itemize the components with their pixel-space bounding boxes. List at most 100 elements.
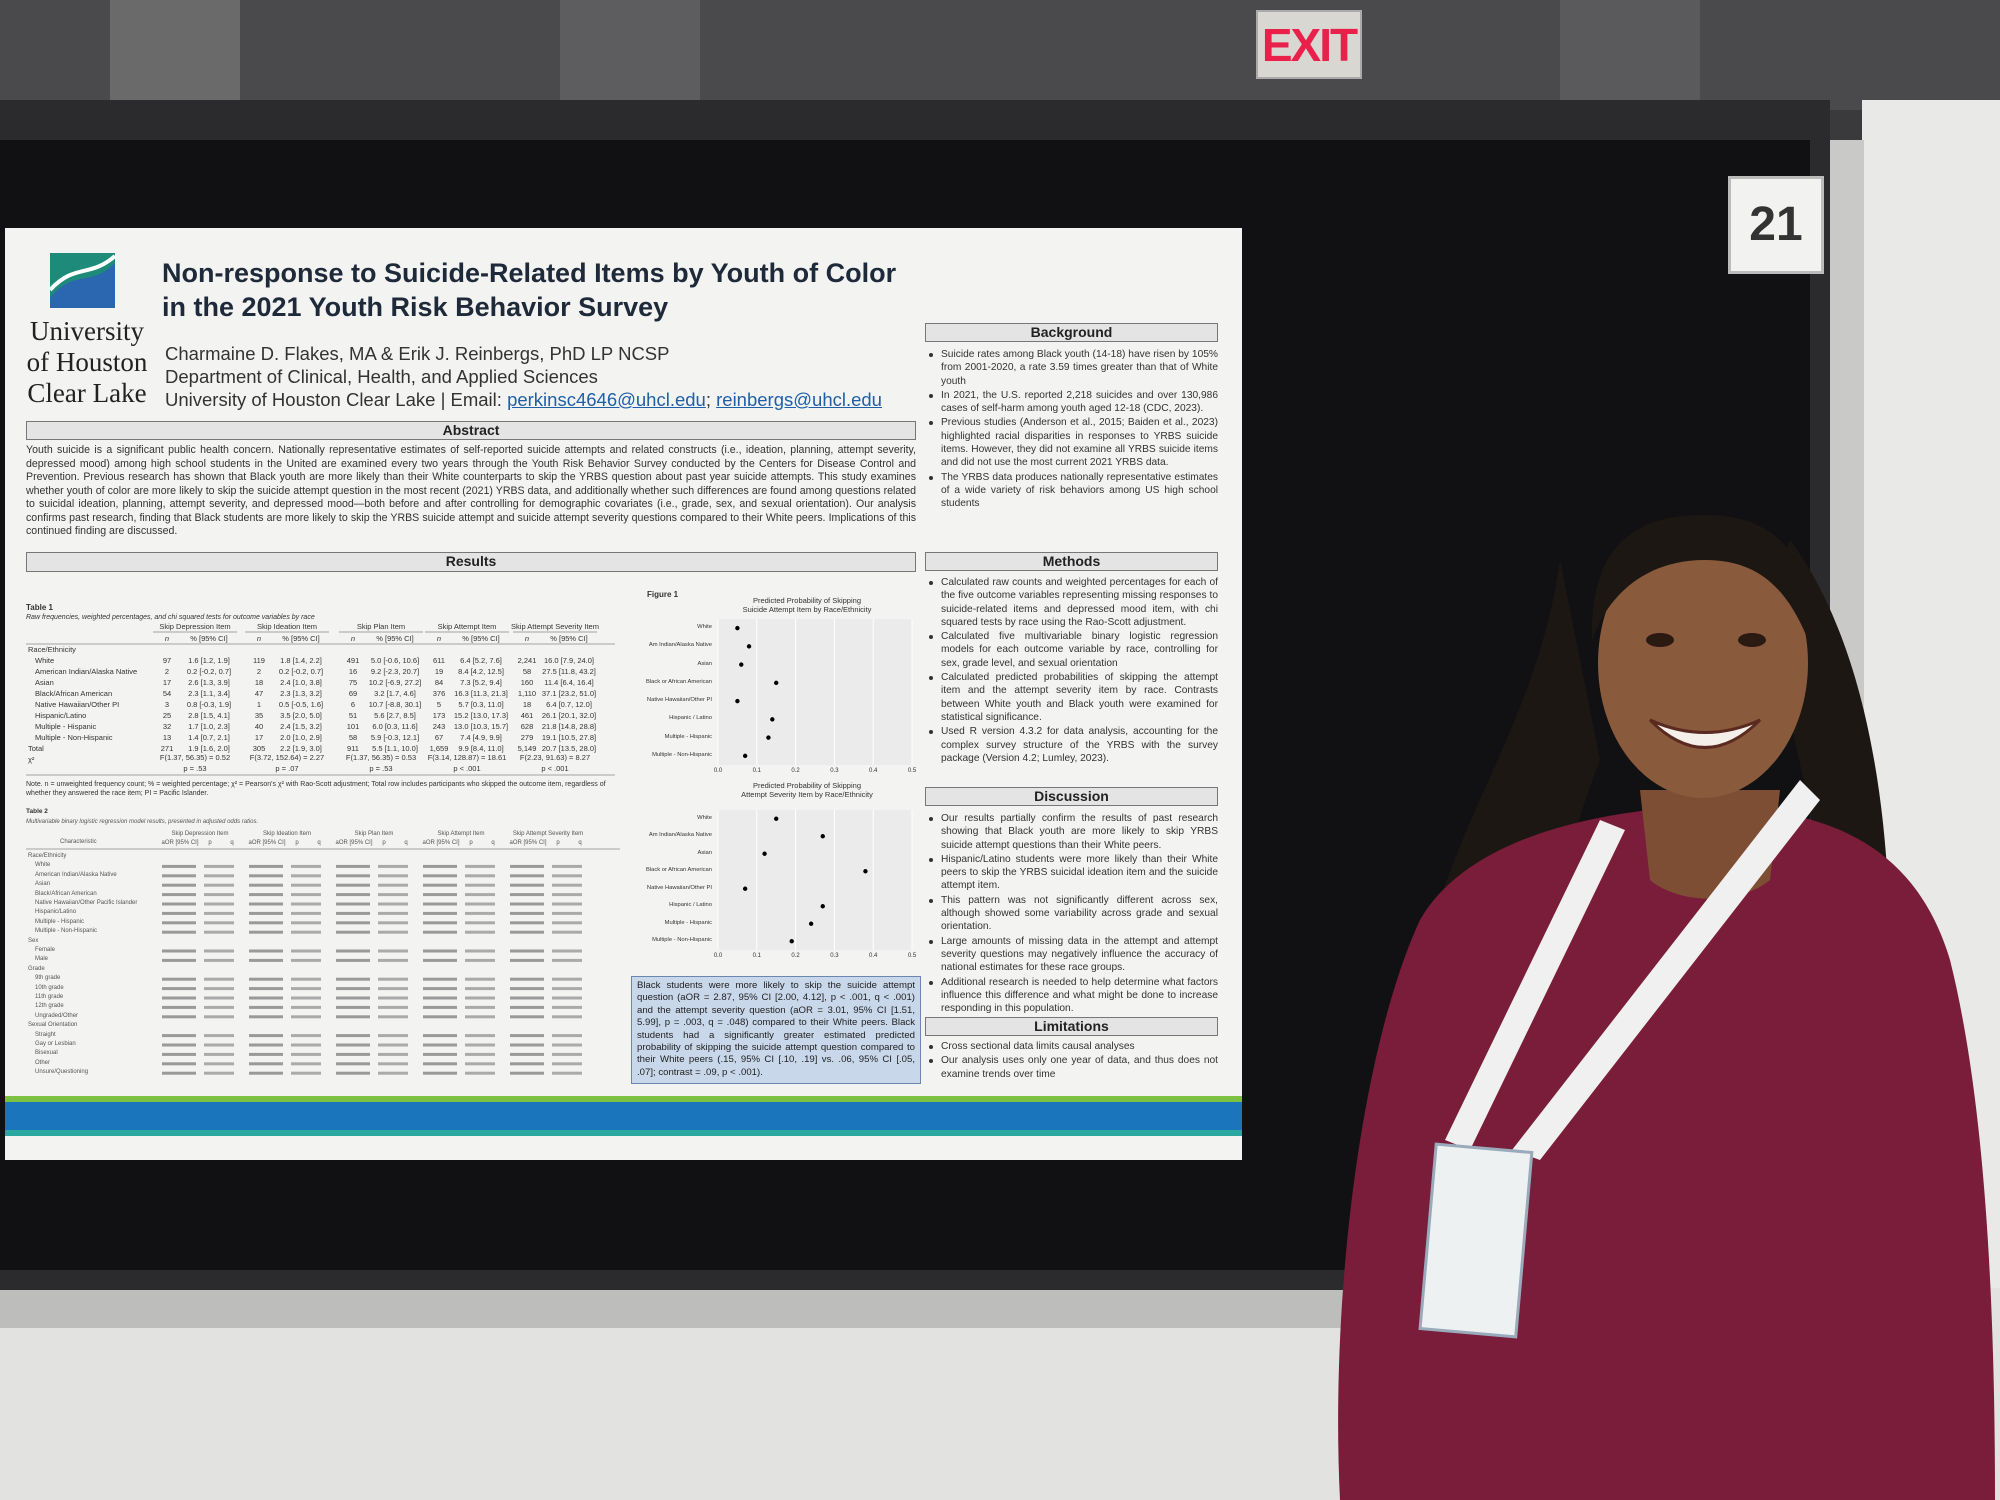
cell-blur — [204, 902, 234, 906]
column-header: n — [256, 634, 262, 643]
cell: 8.4 [4.2, 12.5] — [458, 667, 504, 676]
cell: 9.9 [8.4, 11.0] — [458, 744, 504, 753]
cell-blur — [336, 1043, 370, 1047]
background-list: Suicide rates among Black youth (14-18) … — [925, 348, 1218, 512]
y-tick-label: Multiple - Hispanic — [664, 919, 712, 926]
cell-blur — [162, 911, 196, 915]
wall-panel — [560, 0, 700, 110]
cell-blur — [336, 893, 370, 897]
bullet-item: Hispanic/Latino students were more likel… — [925, 853, 1218, 893]
cell-blur — [378, 1071, 408, 1075]
bullet-item: Previous studies (Anderson et al., 2015;… — [925, 416, 1218, 469]
cell-blur — [423, 1015, 457, 1019]
row-label: 11th grade — [35, 994, 64, 1000]
cell-blur — [162, 977, 196, 981]
y-tick-label: Asian — [697, 849, 712, 856]
figure-title: Attempt Severity Item by Race/Ethnicity — [741, 790, 873, 799]
cell-blur — [249, 958, 283, 962]
cell-blur — [552, 996, 582, 1000]
plot-area — [718, 619, 912, 765]
cell-blur — [291, 958, 321, 962]
cell-blur — [510, 987, 544, 991]
cell: 6 — [350, 700, 356, 709]
column-header: q — [491, 840, 495, 846]
cell-blur — [204, 1043, 234, 1047]
cell: 13 — [162, 733, 172, 742]
cell: 10.7 [-8.8, 30.1] — [368, 700, 422, 709]
cell-blur — [552, 1071, 582, 1075]
table-caption: Multivariable binary logistic regression… — [26, 819, 259, 825]
cell-blur — [204, 911, 234, 915]
row-label: Black/African American — [35, 890, 97, 897]
cell-blur — [291, 949, 321, 953]
y-tick-label: White — [697, 624, 712, 631]
cell: 7.4 [4.9, 9.9] — [460, 733, 502, 742]
name-badge — [1418, 1142, 1534, 1339]
cell-blur — [552, 893, 582, 897]
cell-blur — [336, 949, 370, 953]
cell-blur — [336, 958, 370, 962]
cell-blur — [423, 987, 457, 991]
bullet-item: In 2021, the U.S. reported 2,218 suicide… — [925, 389, 1218, 416]
cell: 5.6 [2.7, 8.5] — [374, 711, 416, 720]
cell-blur — [423, 902, 457, 906]
cell: 2 — [256, 667, 262, 676]
cell-blur — [336, 902, 370, 906]
cell: 26.1 [20.1, 32.0] — [541, 711, 597, 720]
row-label: 12th grade — [35, 1003, 64, 1010]
row-label: Gay or Lesbian — [35, 1041, 76, 1047]
column-header: p — [208, 840, 212, 846]
cell-blur — [378, 921, 408, 925]
callout: Black students were more likely to skip … — [631, 976, 921, 1084]
column-header: aOR [95% CI] — [422, 840, 460, 846]
cell-blur — [162, 893, 196, 897]
row-label: Straight — [35, 1031, 56, 1038]
cell-blur — [336, 911, 370, 915]
cell-blur — [378, 977, 408, 981]
column-header: p — [556, 840, 560, 846]
email[interactable]: perkinsc4646@uhcl.edu — [507, 389, 706, 410]
cell: 9.2 [-2.3, 20.7] — [370, 667, 420, 676]
cell-blur — [291, 864, 321, 868]
cell: 461 — [520, 711, 534, 720]
row-label: Native Hawaiian/Other Pacific Islander — [35, 900, 138, 906]
cell-blur — [162, 1062, 196, 1066]
cell: 5.0 [-0.6, 10.6] — [370, 656, 420, 665]
cell: 0.5 [-0.5, 1.6] — [278, 700, 324, 709]
chi-p: p < .001 — [453, 764, 481, 773]
row-label: Ungraded/Other — [35, 1012, 79, 1019]
cell: 173 — [432, 711, 446, 720]
cell: 2.4 [1.0, 3.8] — [280, 678, 322, 687]
chi-stat: F(3.14, 128.87) = 18.61 — [427, 753, 507, 762]
cell: 2.4 [1.5, 3.2] — [280, 722, 322, 731]
cell: 3.5 [2.0, 5.0] — [280, 711, 322, 720]
cell-blur — [162, 1043, 196, 1047]
smile — [1648, 718, 1762, 749]
cell: 160 — [520, 678, 534, 687]
cell: 15.2 [13.0, 17.3] — [453, 711, 509, 720]
column-header: % [95% CI] — [190, 634, 228, 643]
cell-blur — [378, 911, 408, 915]
column-header: % [95% CI] — [462, 634, 500, 643]
x-tick-label: 0.4 — [869, 768, 878, 774]
cell-blur — [552, 921, 582, 925]
column-group: Skip Attempt Item — [437, 622, 497, 631]
cell-blur — [204, 874, 234, 878]
cell-blur — [465, 996, 495, 1000]
authors-block: Charmaine D. Flakes, MA & Erik J. Reinbe… — [165, 342, 882, 411]
cell-blur — [465, 921, 495, 925]
email[interactable]: reinbergs@uhcl.edu — [716, 389, 882, 410]
cell-blur — [249, 893, 283, 897]
column-header: Characteristic — [60, 839, 97, 845]
cell-blur — [465, 1043, 495, 1047]
cell-blur — [378, 1034, 408, 1038]
cell-blur — [510, 1034, 544, 1038]
cell: 1,659 — [429, 744, 449, 753]
cell-blur — [249, 930, 283, 934]
abstract-text: Youth suicide is a significant public he… — [26, 444, 916, 537]
cell-blur — [162, 930, 196, 934]
cell-blur — [510, 874, 544, 878]
cell-blur — [336, 977, 370, 981]
cell-blur — [291, 1005, 321, 1009]
cell: 628 — [520, 722, 534, 731]
